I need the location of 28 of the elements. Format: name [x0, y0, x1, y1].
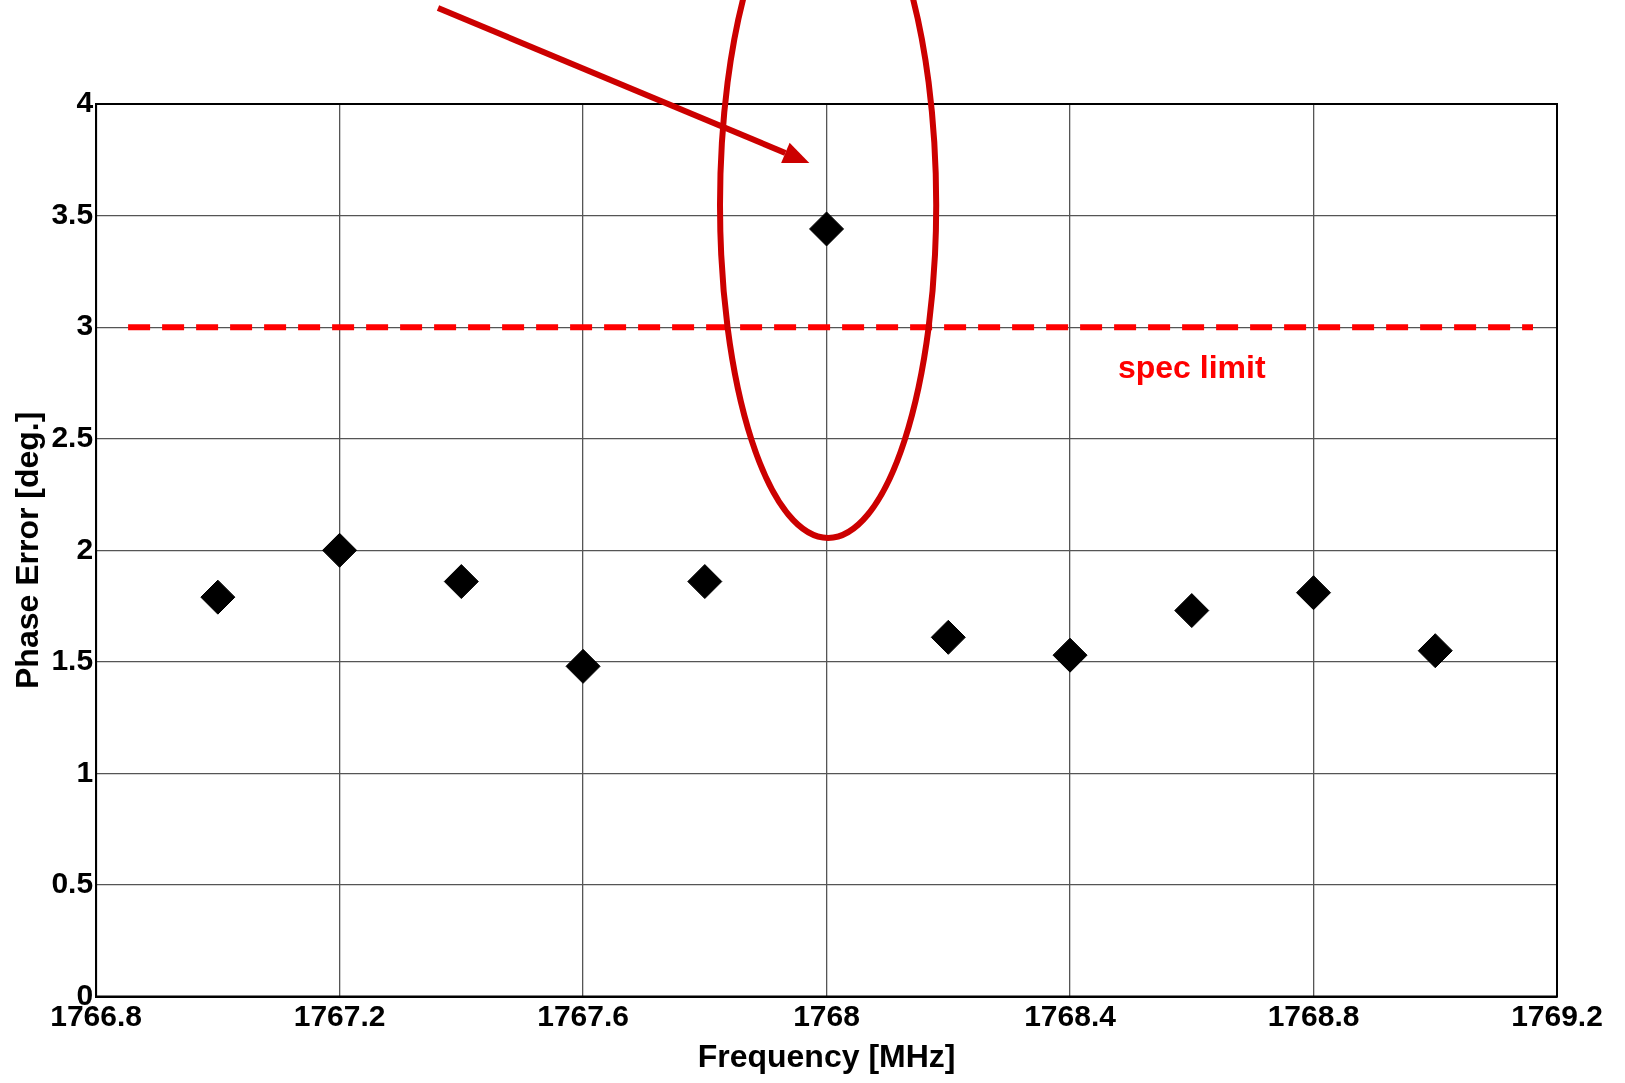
point: [200, 579, 236, 615]
y-tick-label: 1: [76, 754, 94, 788]
point: [1052, 637, 1088, 673]
point: [930, 619, 966, 655]
x-tick-label: 1768.8: [1267, 998, 1360, 1032]
x-tick-label: 1767.2: [293, 998, 386, 1032]
point: [565, 648, 601, 684]
x-tick-label: 1767.6: [537, 998, 629, 1032]
y-tick-label: 2: [76, 531, 94, 565]
x-axis-title: Frequency [MHz]: [697, 1037, 956, 1074]
point: [322, 532, 358, 568]
y-tick-label: 2.5: [51, 419, 94, 453]
x-tick-label: 1768: [793, 998, 860, 1032]
point: [687, 564, 723, 600]
point: [1174, 593, 1210, 629]
y-tick-label: 3: [76, 308, 94, 342]
point: [443, 564, 479, 600]
y-tick-label: 1.5: [51, 643, 94, 677]
x-tick-label: 1769.2: [1511, 998, 1603, 1032]
point: [809, 211, 845, 247]
y-tick-label: 3.5: [51, 196, 94, 230]
ref-line-label: spec limit: [1117, 348, 1266, 385]
y-tick-label: 4: [76, 85, 94, 119]
y-axis-title: Phase Error [deg.]: [9, 411, 46, 689]
x-tick-label: 1768.4: [1024, 998, 1117, 1032]
y-tick-label: 0.5: [51, 866, 94, 900]
point: [1296, 575, 1332, 611]
point: [1417, 633, 1453, 669]
